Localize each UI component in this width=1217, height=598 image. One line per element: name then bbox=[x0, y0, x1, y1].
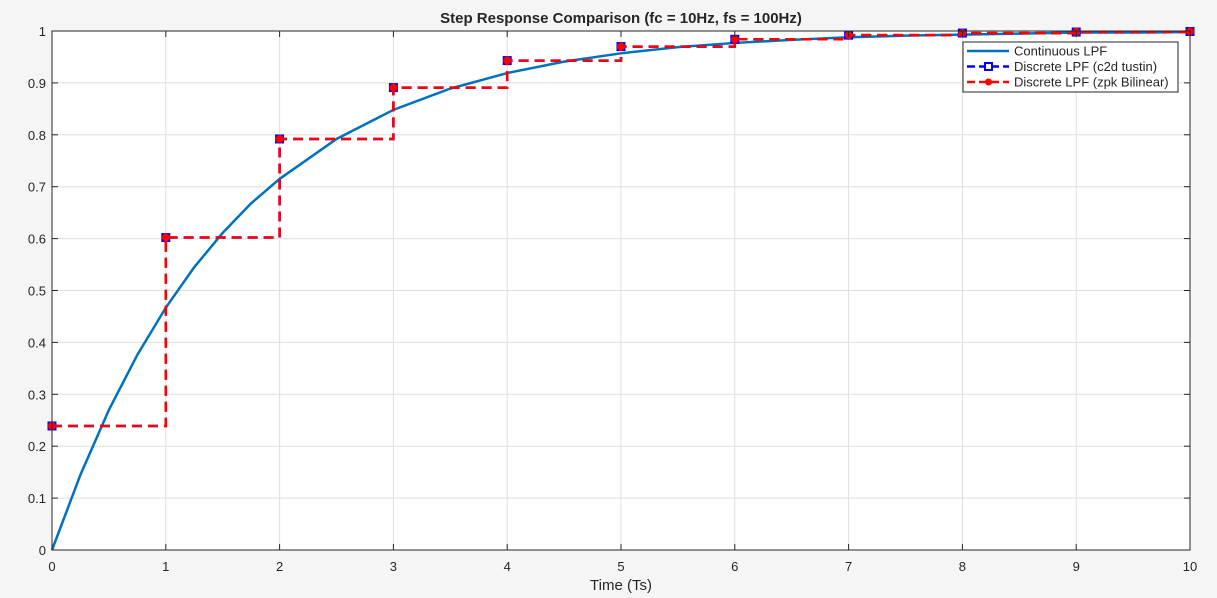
y-tick-label: 0.4 bbox=[28, 335, 46, 350]
x-tick-label: 1 bbox=[162, 559, 169, 574]
legend-item: Continuous LPF bbox=[967, 44, 1107, 59]
x-tick-label: 3 bbox=[390, 559, 397, 574]
x-tick-label: 9 bbox=[1073, 559, 1080, 574]
y-tick-label: 0.2 bbox=[28, 439, 46, 454]
legend-circle-marker bbox=[985, 78, 992, 86]
zpk-bilinear-point bbox=[275, 134, 284, 143]
y-tick-label: 1 bbox=[39, 24, 46, 39]
x-tick-label: 6 bbox=[731, 559, 738, 574]
legend-square-marker bbox=[984, 62, 993, 71]
x-tick-label: 0 bbox=[48, 559, 55, 574]
legend-label: Continuous LPF bbox=[1014, 44, 1107, 59]
x-tick-label: 2 bbox=[276, 559, 283, 574]
zpk-bilinear-point bbox=[617, 42, 625, 51]
zpk-bilinear-point bbox=[161, 233, 170, 242]
y-tick-label: 0.7 bbox=[28, 180, 46, 195]
zpk-bilinear-point bbox=[503, 56, 512, 65]
x-tick-label: 4 bbox=[504, 559, 511, 574]
legend-label: Discrete LPF (zpk Bilinear) bbox=[1014, 75, 1169, 90]
axis-ticks: 0 1 2 3 4 5 6 7 8 9 10 0 0.1 0.2 0.3 0.4 0.5 0.6 0.7 0.8 0.9… bbox=[28, 24, 1197, 574]
y-tick-label: 0.8 bbox=[28, 128, 46, 143]
zpk-bilinear-point bbox=[389, 83, 398, 92]
x-tick-label: 8 bbox=[959, 559, 966, 574]
x-axis-title: Time (Ts) bbox=[590, 577, 652, 594]
legend-item: Discrete LPF (c2d tustin) bbox=[967, 59, 1157, 74]
y-tick-label: 0.9 bbox=[28, 76, 46, 91]
legend-item: Discrete LPF (zpk Bilinear) bbox=[967, 75, 1169, 90]
y-tick-label: 0.3 bbox=[28, 387, 46, 402]
x-tick-label: 5 bbox=[617, 559, 624, 574]
x-tick-label: 10 bbox=[1183, 559, 1197, 574]
y-tick-label: 0.6 bbox=[28, 232, 46, 247]
y-tick-label: 0.5 bbox=[28, 284, 46, 299]
legend-label: Discrete LPF (c2d tustin) bbox=[1014, 59, 1157, 74]
x-tick-label: 7 bbox=[845, 559, 852, 574]
y-tick-label: 0.1 bbox=[28, 491, 46, 506]
chart-title: Step Response Comparison (fc = 10Hz, fs … bbox=[440, 10, 802, 27]
y-tick-label: 0 bbox=[39, 543, 46, 558]
